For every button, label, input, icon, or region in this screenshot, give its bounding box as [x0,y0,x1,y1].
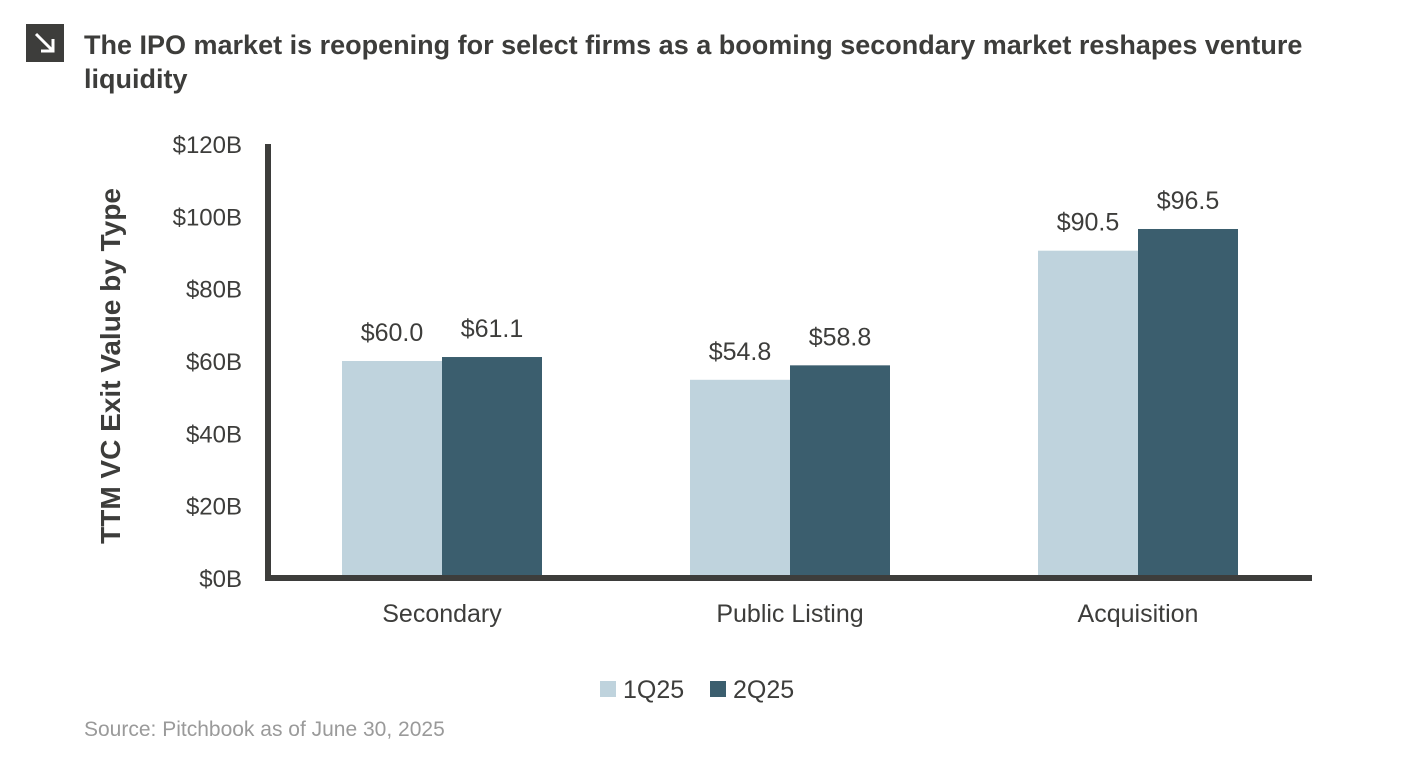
legend-swatch-1q25 [600,681,616,697]
y-axis-title: TTM VC Exit Value by Type [95,188,126,544]
data-label: $58.8 [809,323,872,351]
data-label: $54.8 [709,338,772,366]
bar-1q25-secondary [342,361,442,578]
y-tick-label: $60B [186,349,242,376]
y-tick-label: $120B [173,132,242,159]
y-tick-label: $80B [186,277,242,304]
x-category-label: Acquisition [1078,600,1199,628]
y-tick-label: $20B [186,494,242,521]
y-tick-label: $0B [199,566,242,593]
legend-label-2q25: 2Q25 [733,676,794,704]
arrow-down-right-icon [26,24,64,62]
data-label: $96.5 [1157,187,1220,215]
data-label: $60.0 [361,319,424,347]
bar-2q25-public-listing [790,365,890,578]
bar-1q25-public-listing [690,379,790,578]
x-category-label: Public Listing [716,600,863,628]
source-note: Source: Pitchbook as of June 30, 2025 [84,718,445,741]
chart-title: The IPO market is reopening for select f… [84,30,1303,94]
bar-1q25-acquisition [1038,250,1138,579]
bar-2q25-acquisition [1138,228,1238,578]
data-label: $90.5 [1057,209,1120,237]
x-category-label: Secondary [382,600,502,628]
data-label: $61.1 [461,315,524,343]
legend-swatch-2q25 [710,681,726,697]
y-tick-label: $40B [186,421,242,448]
bar-2q25-secondary [442,357,542,578]
legend-label-1q25: 1Q25 [623,676,684,704]
y-tick-label: $100B [173,204,242,231]
